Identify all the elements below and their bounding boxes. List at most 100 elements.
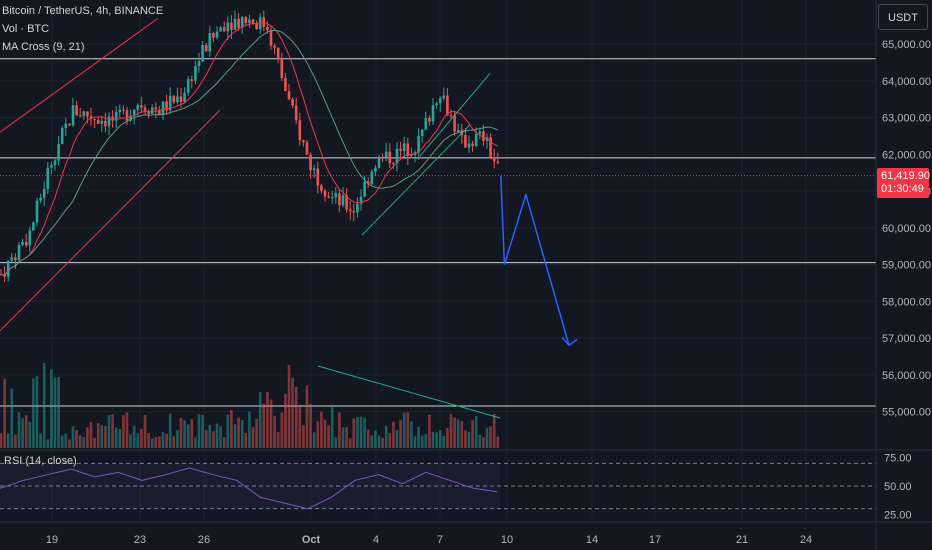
current-price-tag: 61,419.90 01:30:49 [877,168,930,198]
candle-body [190,79,194,81]
volume-bar [100,425,104,448]
channel-upper-trendline [0,17,159,133]
volume-bar [395,430,399,448]
volume-bar [269,399,273,448]
candle-body [53,160,57,166]
currency-button[interactable]: USDT [878,4,928,30]
volume-bar [140,428,143,448]
volume-bar [442,435,446,448]
candle-body [489,137,492,158]
candle-body [219,27,222,32]
volume-bar [161,432,165,448]
volume-bar [345,427,348,448]
volume-bar [276,432,280,448]
volume-bar [309,403,312,448]
candle-body [251,19,255,24]
candle-body [197,61,201,66]
candle-body [276,47,280,60]
candle-body [118,109,122,113]
volume-bar [233,424,237,448]
candle-body [399,148,402,151]
volume-bar [60,435,64,448]
candle-body [453,115,456,132]
candle-body [140,105,143,108]
time-tick-label: 21 [736,534,748,546]
candle-body [341,195,345,206]
volume-bar [132,425,136,448]
candle-body [68,123,71,126]
candle-body [46,167,50,189]
candle-body [57,144,60,161]
time-tick-label: Oct [302,534,321,546]
candle-body [208,33,212,52]
candle-body [14,257,17,261]
candle-body [269,30,273,46]
volume-bar [449,414,453,448]
volume-bar [3,378,6,448]
candle-body [323,190,327,197]
candle-body [273,45,276,48]
candle-body [442,95,446,99]
volume-bar [71,426,75,448]
candle-body [226,22,230,32]
candle-body [356,203,359,213]
candle-body [114,112,118,121]
candle-body [122,109,125,111]
candle-body [284,78,287,92]
volume-bar [284,393,287,448]
candle-body [132,109,136,116]
volume-bar [377,435,381,448]
candle-body [302,140,305,143]
volume-bar [478,434,482,448]
candle-body [201,45,204,62]
volume-bar [50,369,53,448]
candle-body [406,143,410,156]
rsi-indicator-label[interactable]: RSI (14, close) [4,455,77,467]
volume-bar [215,423,219,448]
candle-body [298,120,302,141]
price-tick-label: 65,000.00 [882,39,931,51]
candle-body [204,45,208,52]
candle-body [363,181,366,197]
volume-bar [143,414,147,448]
volume-bar [42,362,46,448]
volume-bar [183,420,186,448]
volume-bar [222,437,226,448]
candle-body [402,143,406,151]
volume-bar [104,426,107,448]
candle-body [330,197,334,199]
candle-body [294,105,298,121]
candle-body [334,193,338,198]
volume-bar [237,417,240,448]
volume-bar [168,413,172,448]
volume-bar [6,433,10,448]
drawings[interactable] [0,17,578,419]
channel-lower-trendline [0,109,221,332]
volume-bar [464,430,467,448]
rsi-tick-label: 75.00 [884,453,912,465]
volume-bar [410,421,413,448]
candle-body [388,151,392,164]
ma-fast-line [0,21,499,277]
symbol-title[interactable]: Bitcoin / TetherUS, 4h, BINANCE [2,5,164,17]
candle-body [255,23,258,30]
price-tick-label: 57,000.00 [882,333,931,345]
volume-bar [208,424,212,448]
candle-body [50,165,53,168]
candle-body [366,181,370,185]
volume-bar [172,436,176,448]
volume-bar [392,421,395,448]
volume-bar [204,430,208,448]
candle-body [374,167,377,172]
volume-bar [107,415,111,448]
volume-bar [176,430,179,448]
volume-bar [14,434,17,448]
ma-cross-indicator-label[interactable]: MA Cross (9, 21) [2,41,85,53]
volume-bar [262,403,266,448]
candle-body [93,119,96,121]
volume-bar [402,412,406,448]
volume-bar [118,429,122,448]
volume-bar [32,378,35,448]
volume-indicator-label[interactable]: Vol · BTC [2,23,50,35]
